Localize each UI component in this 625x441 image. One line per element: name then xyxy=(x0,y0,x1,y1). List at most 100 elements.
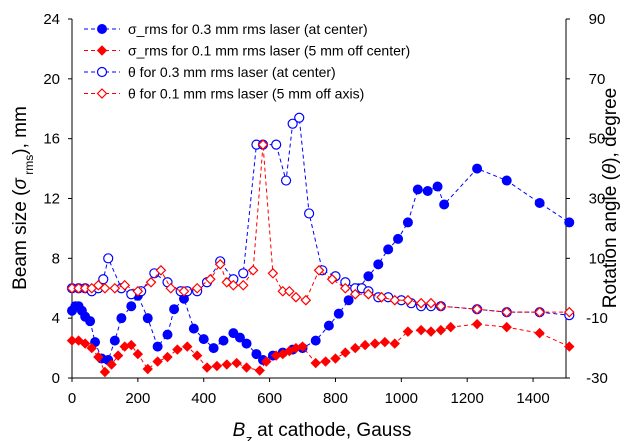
data-point xyxy=(211,360,223,372)
data-point xyxy=(471,318,483,330)
data-point xyxy=(254,365,265,376)
data-point xyxy=(284,285,295,297)
y-tick-label: 16 xyxy=(43,131,60,148)
y-tick-label: 0 xyxy=(52,370,60,387)
data-point xyxy=(402,326,414,337)
data-point xyxy=(112,350,124,361)
x-tick-label: 1000 xyxy=(385,390,418,407)
x-tick-label: 200 xyxy=(125,390,150,407)
data-point xyxy=(310,357,321,369)
data-point xyxy=(162,329,173,340)
data-point xyxy=(99,366,111,378)
x-axis-label-rest: at cathode, Gauss xyxy=(252,420,412,441)
x-axis-label: Bz at cathode, Gauss xyxy=(233,420,412,441)
data-point xyxy=(379,336,391,348)
data-point xyxy=(369,338,381,349)
data-point xyxy=(501,175,512,186)
series-2 xyxy=(66,318,575,378)
data-point xyxy=(402,217,413,228)
data-point xyxy=(152,341,163,352)
y2-tick-label: -10 xyxy=(586,310,608,327)
y-axis-label-sym: σ xyxy=(10,177,31,190)
data-point xyxy=(471,303,483,315)
data-point xyxy=(313,264,325,276)
x-tick-labels: 0 200 400 600 800 1000 1200 1400 xyxy=(68,390,550,407)
data-point xyxy=(208,343,219,354)
data-point xyxy=(415,297,427,309)
y2-tick-label: 70 xyxy=(589,71,606,88)
y2-tick-label: 30 xyxy=(589,191,606,208)
y-tick-label: 12 xyxy=(43,191,60,208)
data-point xyxy=(126,301,137,312)
y2-axis-label: Rotation angle (θ), degree xyxy=(600,88,621,309)
data-point xyxy=(376,291,387,303)
y2-tick-label: 50 xyxy=(589,131,606,148)
data-point xyxy=(323,320,334,331)
data-point xyxy=(238,268,249,279)
data-point xyxy=(422,186,433,197)
data-point xyxy=(412,184,423,195)
data-point xyxy=(93,351,104,363)
y2-axis-label-post: ), degree xyxy=(600,88,621,164)
legend-label: σ_rms for 0.1 mm rms laser (5 mm off cen… xyxy=(128,43,410,59)
y2-axis-label-pre: Rotation angle ( xyxy=(600,173,621,308)
data-point xyxy=(425,297,437,309)
data-point xyxy=(534,327,545,339)
data-point xyxy=(445,321,456,333)
y-tick-labels: 0 4 8 12 16 20 24 xyxy=(43,11,60,387)
data-point xyxy=(393,233,404,244)
x-tick-label: 0 xyxy=(68,390,76,407)
data-point xyxy=(297,341,308,352)
data-point xyxy=(564,341,575,352)
series-1 xyxy=(67,163,575,366)
x-tick-label: 1200 xyxy=(451,390,484,407)
x-tick-label: 400 xyxy=(191,390,216,407)
data-point xyxy=(178,285,190,297)
series-4 xyxy=(66,139,575,318)
data-point xyxy=(241,338,252,349)
legend-label: σ_rms for 0.3 mm rms laser (at center) xyxy=(128,21,368,37)
data-point xyxy=(198,334,209,345)
data-point xyxy=(350,342,361,354)
data-point xyxy=(435,300,447,312)
x-tick-label: 600 xyxy=(257,390,282,407)
data-point xyxy=(165,282,177,294)
data-point xyxy=(86,342,97,354)
x-tick-label: 1400 xyxy=(516,390,549,407)
data-point xyxy=(109,335,120,346)
legend-item: σ_rms for 0.1 mm rms laser (5 mm off cen… xyxy=(84,43,410,59)
data-point xyxy=(231,357,242,369)
y2-tick-label: 90 xyxy=(589,11,606,28)
data-point xyxy=(96,45,108,56)
data-point xyxy=(280,175,292,186)
x-axis-label-var: B xyxy=(233,420,246,441)
data-point xyxy=(501,306,513,318)
data-point xyxy=(425,326,437,337)
data-point xyxy=(333,308,344,319)
data-point xyxy=(564,217,575,228)
y-tick-label: 4 xyxy=(52,310,60,327)
data-point xyxy=(271,139,282,150)
y-axis-label-pre: Beam size ( xyxy=(10,189,31,290)
data-point xyxy=(501,321,512,333)
data-point xyxy=(359,339,371,351)
data-point xyxy=(132,348,144,360)
data-point xyxy=(343,295,354,306)
data-point xyxy=(326,273,338,285)
data-point xyxy=(132,285,144,297)
legend-label: θ for 0.1 mm rms laser (5 mm off axis) xyxy=(128,86,364,102)
data-point xyxy=(241,362,252,373)
legend: σ_rms for 0.3 mm rms laser (at center) σ_… xyxy=(84,21,410,102)
data-point xyxy=(97,24,107,34)
series-line xyxy=(72,144,570,313)
data-point xyxy=(237,279,249,291)
data-point xyxy=(142,313,153,324)
y-axis-label-post: ), mm xyxy=(10,106,31,155)
data-point xyxy=(247,264,259,276)
data-point xyxy=(261,356,272,367)
y2-tick-labels: -30 -10 10 30 50 70 90 xyxy=(586,11,608,387)
data-point xyxy=(373,259,384,270)
data-point xyxy=(145,276,157,288)
data-point xyxy=(304,208,315,219)
data-point xyxy=(126,339,137,351)
